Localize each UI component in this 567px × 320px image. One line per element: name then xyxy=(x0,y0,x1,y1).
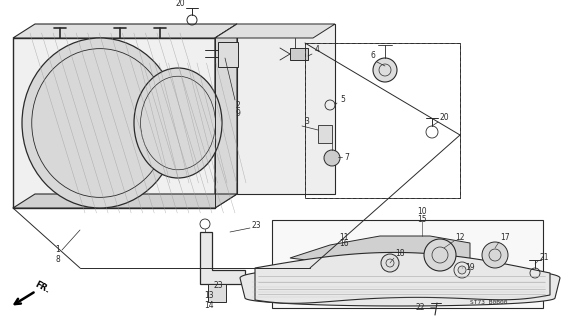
Text: 23: 23 xyxy=(213,282,223,291)
Circle shape xyxy=(373,58,397,82)
Polygon shape xyxy=(215,24,335,38)
Polygon shape xyxy=(13,38,215,208)
Circle shape xyxy=(424,239,456,271)
Text: 20: 20 xyxy=(440,114,450,123)
Text: 1: 1 xyxy=(55,245,60,254)
Text: 19: 19 xyxy=(465,262,475,271)
Text: 21: 21 xyxy=(540,253,549,262)
Ellipse shape xyxy=(22,38,178,208)
Text: 10: 10 xyxy=(417,207,427,217)
Circle shape xyxy=(324,150,340,166)
Text: 13: 13 xyxy=(204,292,214,300)
Bar xyxy=(208,284,226,302)
Polygon shape xyxy=(13,194,237,208)
Text: 20: 20 xyxy=(175,0,185,9)
Polygon shape xyxy=(237,24,335,194)
Polygon shape xyxy=(240,266,560,306)
Bar xyxy=(290,48,308,60)
Text: ST73 B0B00: ST73 B0B00 xyxy=(470,300,507,305)
Text: 8: 8 xyxy=(55,254,60,263)
Circle shape xyxy=(381,254,399,272)
Text: 23: 23 xyxy=(252,221,261,230)
Text: 2: 2 xyxy=(235,100,240,109)
Bar xyxy=(272,220,543,308)
Text: 22: 22 xyxy=(416,302,425,311)
Bar xyxy=(218,42,238,67)
Bar xyxy=(318,125,332,143)
Circle shape xyxy=(482,242,508,268)
Polygon shape xyxy=(215,24,237,208)
Text: 14: 14 xyxy=(204,300,214,309)
Circle shape xyxy=(458,266,466,274)
Bar xyxy=(305,43,460,198)
Text: 6: 6 xyxy=(370,51,375,60)
Text: 18: 18 xyxy=(395,250,404,259)
Text: 3: 3 xyxy=(304,117,309,126)
Text: 12: 12 xyxy=(455,233,464,242)
Text: 5: 5 xyxy=(340,95,345,105)
Text: 7: 7 xyxy=(344,153,349,162)
Polygon shape xyxy=(255,252,550,303)
Text: 11: 11 xyxy=(339,233,349,242)
Polygon shape xyxy=(290,236,470,268)
Text: 4: 4 xyxy=(315,45,320,54)
Text: 17: 17 xyxy=(500,234,510,243)
Ellipse shape xyxy=(134,68,222,178)
Text: 15: 15 xyxy=(417,214,427,223)
Text: FR.: FR. xyxy=(33,279,51,295)
Text: 16: 16 xyxy=(339,239,349,249)
Text: 9: 9 xyxy=(235,108,240,117)
Polygon shape xyxy=(13,24,237,38)
Polygon shape xyxy=(200,232,245,284)
Bar xyxy=(305,43,460,198)
